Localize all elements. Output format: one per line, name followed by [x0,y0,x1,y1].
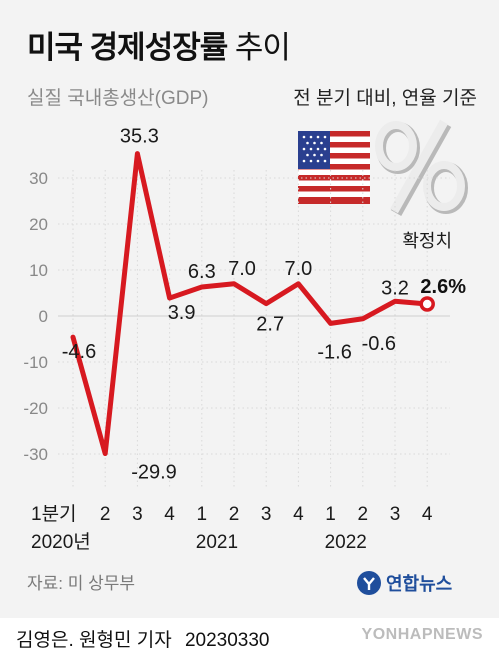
title-bold: 미국 경제성장률 [27,30,228,65]
reporters: 김영은. 원형민 기자 [16,630,172,651]
basis-note: 전 분기 대비, 연율 기준 [293,88,477,109]
year-label: 2021 [196,532,238,553]
data-label: 7.0 [228,258,256,280]
y-tick-label: 30 [29,169,48,188]
y-tick-label: 20 [29,215,48,234]
data-label: 3.2 [381,277,409,299]
byline: 김영은. 원형민 기자 20230330 [16,625,270,652]
us-flag-icon [298,131,370,204]
x-tick-label: 4 [422,504,433,525]
year-label: 2020년 [31,531,91,553]
data-label: -1.6 [317,341,351,363]
data-label: -0.6 [362,333,396,355]
yonhap-logo-icon [357,571,381,595]
x-tick-label: 2 [100,504,111,525]
x-tick-label: 3 [261,504,272,525]
chart-subtitle: 실질 국내총생산(GDP) [27,88,209,109]
source-note: 자료: 미 상무부 [27,574,136,593]
x-tick-label: 1 [197,504,208,525]
y-tick-label: 0 [39,307,48,326]
x-tick-label: 2 [358,504,369,525]
gdp-series-line [70,151,430,457]
x-tick-label: 1분기 [31,503,77,525]
latest-point-marker [419,296,435,312]
data-label: -29.9 [131,462,177,484]
percent-icon [375,119,468,216]
y-tick-label: -20 [23,399,48,418]
data-label: -4.6 [62,341,96,363]
x-tick-label: 4 [293,504,304,525]
data-label: 2.7 [256,314,284,336]
data-label: 3.9 [168,302,196,324]
title-light: 추이 [234,30,291,65]
page-title: 미국 경제성장률 추이 [27,22,291,67]
x-tick-label: 3 [390,504,401,525]
year-label: 2022 [325,532,367,553]
y-tick-label: -30 [23,445,48,464]
y-tick-label: -10 [23,353,48,372]
watermark: YONHAPNEWS [361,626,483,643]
data-label: 35.3 [120,126,159,148]
data-label: 6.3 [188,261,216,283]
logo-text: 연합뉴스 [386,574,453,594]
chart-panel [0,0,499,618]
yonhap-logo: 연합뉴스 [356,568,452,598]
data-label: 2.6% [420,276,466,298]
x-tick-label: 3 [132,504,143,525]
data-label: 7.0 [284,258,312,280]
x-tick-label: 4 [164,504,175,525]
final-estimate-annotation: 확정치 [402,231,452,251]
x-tick-label: 1 [325,504,336,525]
publish-date: 20230330 [184,630,270,651]
x-tick-label: 2 [229,504,240,525]
y-tick-label: 10 [29,261,48,280]
